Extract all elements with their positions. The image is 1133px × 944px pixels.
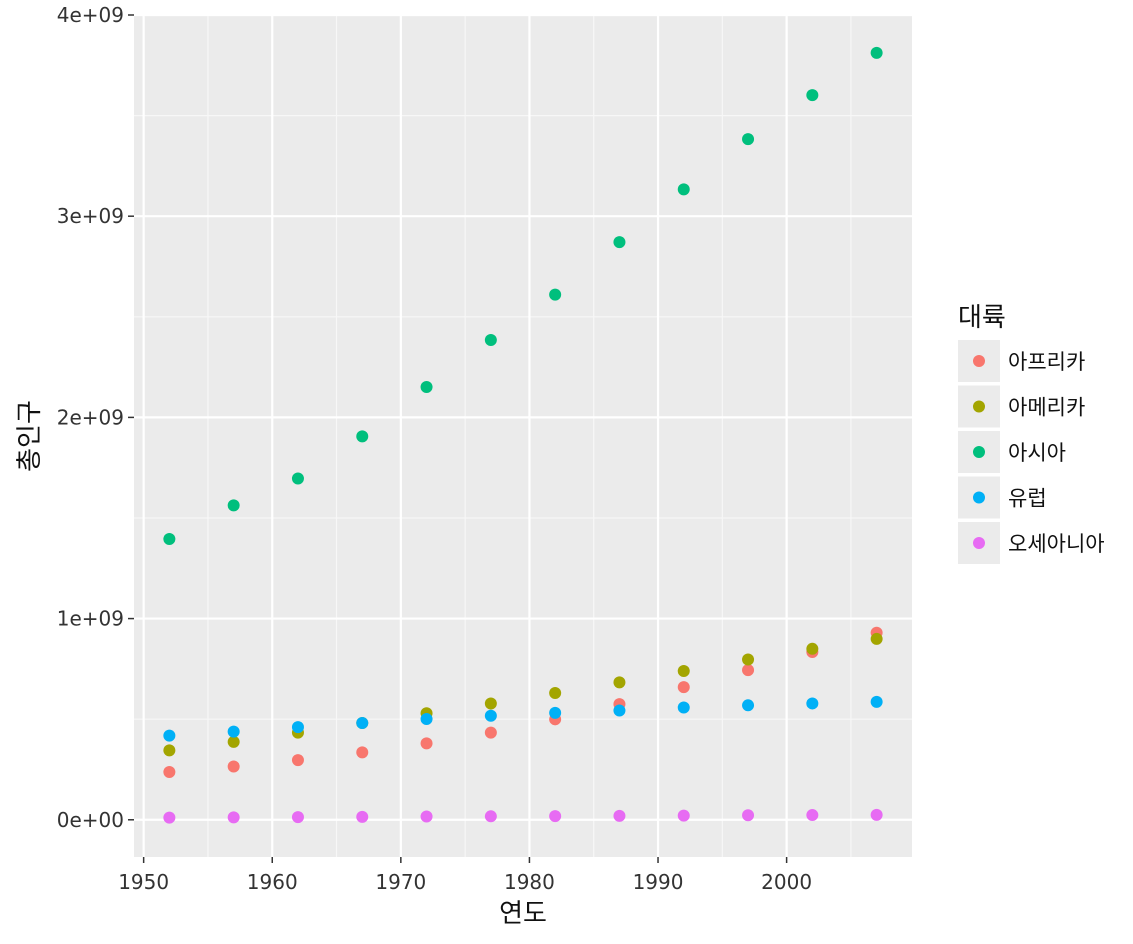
data-point <box>870 632 883 645</box>
major-gridlines <box>134 13 912 857</box>
legend-marker <box>973 355 985 367</box>
data-point <box>484 709 497 722</box>
plot-panel <box>134 15 912 857</box>
data-point <box>356 716 369 729</box>
legend-label: 아시아 <box>1008 441 1066 465</box>
legend-label: 오세아니아 <box>1008 532 1105 556</box>
y-tick-label: 2e+09 <box>57 405 124 429</box>
y-tick-label: 3e+09 <box>57 204 124 228</box>
y-axis-title: 총인구 <box>15 400 45 472</box>
data-point <box>870 46 883 59</box>
data-point <box>806 809 819 822</box>
data-point <box>291 721 304 734</box>
y-tick-label: 4e+09 <box>57 3 124 27</box>
data-point <box>227 499 240 512</box>
data-point <box>291 754 304 767</box>
data-point <box>677 183 690 196</box>
data-point <box>549 288 562 301</box>
data-points <box>163 46 883 824</box>
data-point <box>484 810 497 823</box>
data-point <box>870 695 883 708</box>
legend-label: 아프리카 <box>1008 350 1085 374</box>
data-point <box>806 697 819 710</box>
x-tick-label: 1980 <box>504 870 555 894</box>
legend-marker <box>973 446 985 458</box>
data-point <box>291 811 304 824</box>
legend-title: 대륙 <box>958 303 1006 333</box>
data-point <box>677 665 690 678</box>
data-point <box>484 726 497 739</box>
legend-label: 유럽 <box>1008 487 1047 511</box>
data-point <box>163 744 176 757</box>
data-point <box>291 472 304 485</box>
x-tick-label: 1970 <box>375 870 426 894</box>
data-point <box>163 765 176 778</box>
x-tick-label: 1990 <box>633 870 684 894</box>
data-point <box>742 699 755 712</box>
x-tick-label: 2000 <box>761 870 812 894</box>
minor-gridlines <box>134 15 912 857</box>
data-point <box>163 811 176 824</box>
data-point <box>742 809 755 822</box>
data-point <box>613 236 626 249</box>
data-point <box>677 701 690 714</box>
x-axis: 1950 1960 1970 1980 1990 2000 <box>118 857 812 894</box>
data-point <box>227 811 240 824</box>
y-tick-label: 0e+00 <box>57 808 124 832</box>
x-tick-label: 1960 <box>247 870 298 894</box>
data-point <box>420 737 433 750</box>
data-point <box>806 642 819 655</box>
data-point <box>613 676 626 689</box>
data-point <box>420 810 433 823</box>
data-point <box>549 686 562 699</box>
data-point <box>742 653 755 666</box>
data-point <box>677 809 690 822</box>
data-point <box>677 681 690 694</box>
data-point <box>742 133 755 146</box>
y-axis: 0e+00 1e+09 2e+09 3e+09 4e+09 <box>57 3 134 832</box>
y-tick-label: 1e+09 <box>57 607 124 631</box>
legend-marker <box>973 491 985 504</box>
data-point <box>870 808 883 821</box>
data-point <box>227 735 240 748</box>
legend-label: 아메리카 <box>1008 396 1085 420</box>
data-point <box>356 746 369 759</box>
data-point <box>806 89 819 102</box>
data-point <box>420 381 433 394</box>
data-point <box>420 713 433 726</box>
data-point <box>356 810 369 823</box>
data-point <box>356 430 369 443</box>
x-tick-label: 1950 <box>118 870 169 894</box>
data-point <box>742 664 755 677</box>
data-point <box>163 729 176 742</box>
data-point <box>613 704 626 717</box>
data-point <box>227 725 240 738</box>
data-point <box>549 706 562 719</box>
legend-marker <box>973 400 985 413</box>
data-point <box>227 760 240 773</box>
data-point <box>484 334 497 347</box>
data-point <box>613 809 626 822</box>
data-point <box>549 810 562 823</box>
data-point <box>163 533 176 546</box>
legend-marker <box>973 537 985 549</box>
x-axis-title: 연도 <box>499 899 547 929</box>
data-point <box>484 697 497 710</box>
